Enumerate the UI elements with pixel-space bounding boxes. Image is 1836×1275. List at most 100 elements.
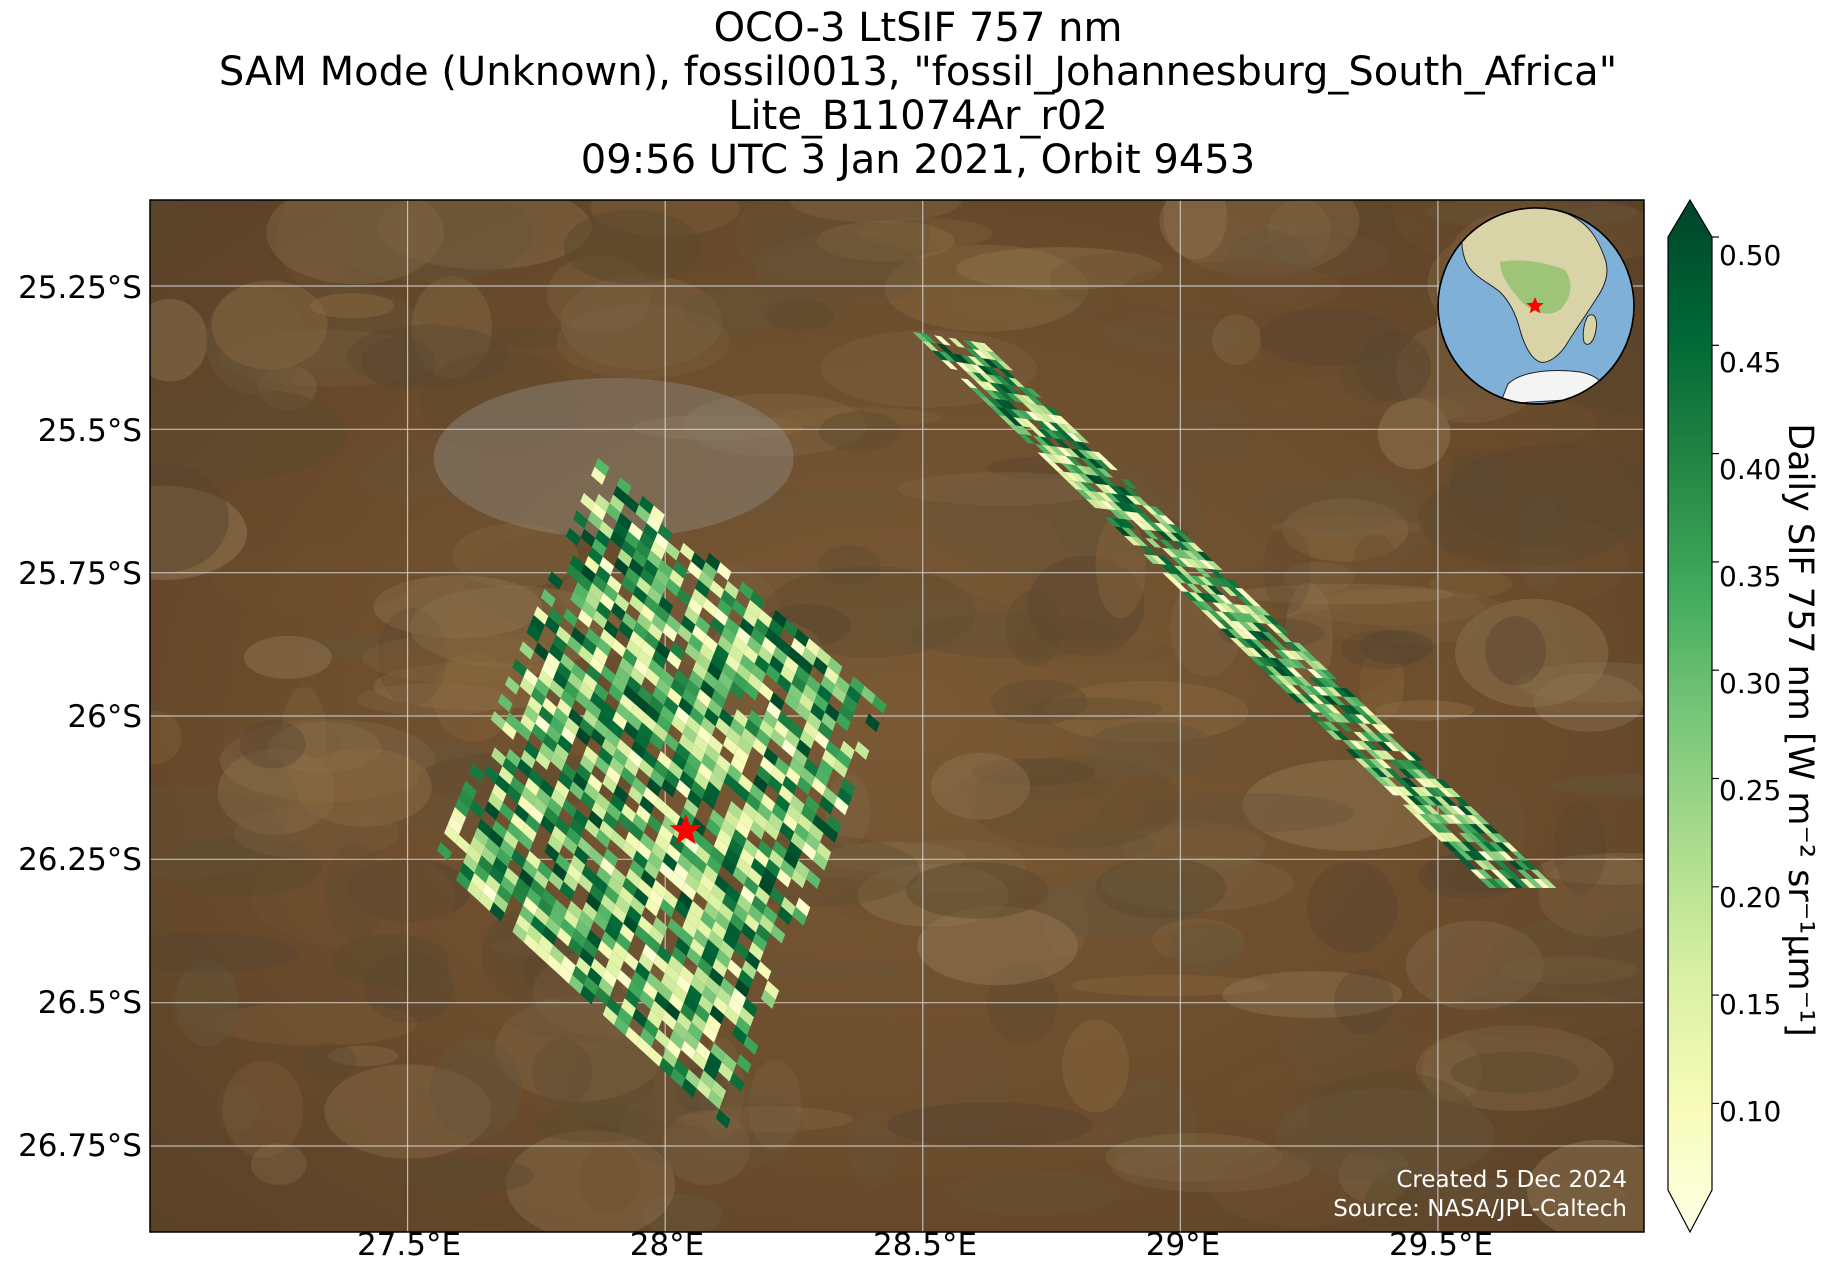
swath-cell xyxy=(1476,869,1494,879)
swath-cell xyxy=(531,723,547,743)
swath-cell xyxy=(550,752,566,772)
swath-cell xyxy=(808,823,824,843)
swath-cell xyxy=(498,766,514,785)
swath-cell xyxy=(629,859,645,879)
terrain-patch xyxy=(1015,638,1176,664)
swath-cell xyxy=(1108,485,1126,496)
swath-cell xyxy=(1020,418,1038,429)
swath-cell xyxy=(691,588,707,607)
swath-cell xyxy=(1287,693,1304,703)
swath-cell xyxy=(1290,659,1307,669)
swath-cell xyxy=(608,683,624,703)
swath-cell xyxy=(605,765,621,785)
swath-cell xyxy=(603,583,619,603)
swath-cell xyxy=(1306,711,1324,722)
swath-cell xyxy=(499,839,515,859)
swath-cell xyxy=(624,989,640,1009)
terrain-patch xyxy=(1159,200,1360,277)
swath-cell xyxy=(1398,768,1415,779)
terrain-patch xyxy=(740,485,901,516)
swath-cell xyxy=(676,779,691,799)
swath-cell xyxy=(771,766,786,785)
swath-cell xyxy=(470,836,486,856)
swath-cell xyxy=(1053,415,1071,425)
swath-cell xyxy=(689,706,705,726)
swath-cell xyxy=(736,894,752,914)
swath-cell xyxy=(1240,604,1257,615)
swath-cell xyxy=(670,871,685,891)
swath-cell xyxy=(1459,814,1477,825)
swath-cell xyxy=(545,917,561,937)
swath-cell xyxy=(1420,796,1437,806)
swath-cell xyxy=(1356,740,1373,751)
swath-cell xyxy=(996,360,1014,371)
swath-cell xyxy=(637,878,652,898)
swath-cell xyxy=(651,842,667,862)
swath-cell xyxy=(715,1109,731,1129)
swath-cell xyxy=(1526,878,1543,888)
terrain-patch xyxy=(816,220,955,262)
swath-cell xyxy=(584,782,599,802)
swath-cell xyxy=(729,681,745,700)
swath-cell xyxy=(538,669,553,689)
swath-cell xyxy=(593,912,609,932)
swath-cell xyxy=(1161,523,1178,534)
swath-cell xyxy=(580,528,596,548)
swath-cell xyxy=(1446,814,1463,824)
swath-cell xyxy=(1323,678,1340,688)
swath-cell xyxy=(639,990,655,1010)
swath-cell xyxy=(1065,432,1083,443)
swath-cell xyxy=(772,609,787,629)
swath-cell xyxy=(1199,559,1216,570)
swath-cell xyxy=(595,565,611,584)
swath-cell xyxy=(527,924,543,944)
swath-cell xyxy=(552,634,568,654)
swath-cell xyxy=(634,731,650,750)
swath-cell xyxy=(1326,687,1343,697)
swath-cell xyxy=(1051,430,1069,441)
swath-cell xyxy=(567,672,583,691)
swath-cell xyxy=(800,767,816,787)
swath-cell xyxy=(718,708,734,728)
swath-cell xyxy=(1092,475,1109,486)
swath-cell xyxy=(591,538,607,557)
swath-cell xyxy=(488,792,503,812)
swath-cell xyxy=(511,849,526,869)
swath-cell xyxy=(611,675,627,694)
swath-cell xyxy=(1383,741,1400,752)
swath-cell xyxy=(764,821,780,841)
swath-cell xyxy=(817,684,832,704)
swath-cell xyxy=(587,773,603,793)
swath-cell xyxy=(1042,444,1059,456)
swath-cell xyxy=(1166,564,1184,575)
swath-cell xyxy=(1410,786,1428,797)
terrain-patch xyxy=(266,200,444,285)
swath-cell xyxy=(665,1001,681,1022)
terrain-patch xyxy=(452,523,579,589)
swath-cell xyxy=(1234,629,1251,640)
swath-cell xyxy=(1018,433,1035,444)
swath-cell xyxy=(654,833,670,853)
swath-cell xyxy=(518,831,534,851)
swath-cell xyxy=(706,1014,721,1034)
swath-cell xyxy=(1417,787,1434,797)
swath-cell xyxy=(574,845,589,865)
swath-cell xyxy=(769,655,784,674)
swath-cell xyxy=(1309,677,1327,687)
terrain-patch xyxy=(818,545,881,585)
swath-cell xyxy=(549,679,565,699)
swath-cell xyxy=(766,701,781,720)
swath-cell xyxy=(1332,730,1350,741)
swath-cell xyxy=(610,793,625,813)
terrain-patch xyxy=(1357,332,1432,403)
swath-cell xyxy=(560,689,576,709)
swath-cell xyxy=(643,786,658,806)
swath-cell xyxy=(678,697,694,716)
swath-cell xyxy=(672,983,688,1003)
swath-cell xyxy=(1140,545,1158,556)
swath-cell xyxy=(849,676,865,695)
swath-cell xyxy=(603,620,619,639)
swath-cell xyxy=(560,918,576,938)
swath-cell xyxy=(555,816,570,836)
swath-cell xyxy=(638,952,654,973)
